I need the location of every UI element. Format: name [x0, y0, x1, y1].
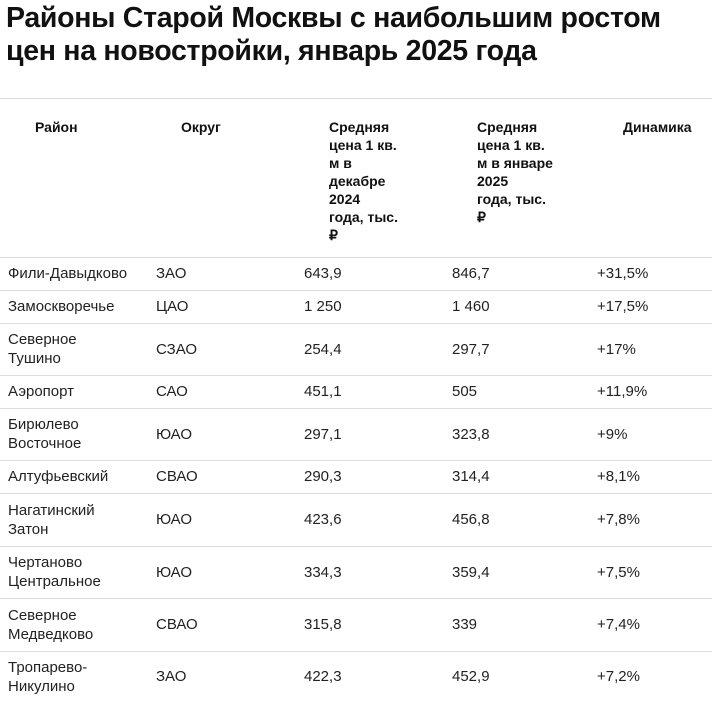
cell-district: Аэропорт: [8, 383, 75, 400]
cell-okrug: СЗАО: [156, 341, 198, 358]
cell-dec2024: 423,6: [304, 511, 342, 528]
cell-okrug: ЗАО: [156, 265, 187, 282]
cell-jan2025: 314,4: [452, 468, 490, 485]
row-divider: [0, 546, 712, 547]
cell-jan2025: 323,8: [452, 426, 490, 443]
table-row: Нагатинский Затон ЮАО 423,6 456,8 +7,8%: [0, 493, 712, 546]
cell-dec2024: 334,3: [304, 564, 342, 581]
cell-jan2025: 339: [452, 616, 478, 633]
row-divider: [0, 375, 712, 376]
row-divider: [0, 323, 712, 324]
table-row: Чертаново Центральное ЮАО 334,3 359,4 +7,5%: [0, 546, 712, 598]
table-row: Замоскворечье ЦАО 1 250 1 460 +17,5%: [0, 290, 712, 323]
row-divider: [0, 598, 712, 599]
cell-change: +7,8%: [597, 511, 640, 528]
table-row: Северное Медведково СВАО 315,8 339 +7,4%: [0, 598, 712, 651]
row-divider: [0, 651, 712, 652]
cell-dec2024: 254,4: [304, 341, 342, 358]
row-divider: [0, 257, 712, 258]
cell-change: +7,2%: [597, 668, 640, 685]
header-okrug: Округ: [181, 119, 221, 135]
cell-okrug: САО: [156, 383, 188, 400]
table-row: Аэропорт САО 451,1 505 +11,9%: [0, 375, 712, 408]
cell-okrug: ЦАО: [156, 298, 189, 315]
cell-change: +9%: [597, 426, 628, 443]
cell-jan2025: 456,8: [452, 511, 490, 528]
table-row: Тропарево- Никулино ЗАО 422,3 452,9 +7,2%: [0, 651, 712, 702]
cell-jan2025: 846,7: [452, 265, 490, 282]
cell-jan2025: 452,9: [452, 668, 490, 685]
cell-district: Замоскворечье: [8, 298, 115, 315]
row-divider: [0, 290, 712, 291]
cell-change: +7,5%: [597, 564, 640, 581]
cell-okrug: СВАО: [156, 616, 198, 633]
cell-dec2024: 1 250: [304, 298, 342, 315]
cell-okrug: СВАО: [156, 468, 198, 485]
cell-jan2025: 505: [452, 383, 478, 400]
cell-district: Северное Тушино: [8, 331, 77, 367]
cell-okrug: ЮАО: [156, 564, 192, 581]
cell-dec2024: 290,3: [304, 468, 342, 485]
cell-okrug: ЮАО: [156, 426, 192, 443]
header-district: Район: [35, 119, 78, 135]
cell-change: +17%: [597, 341, 636, 358]
row-divider: [0, 460, 712, 461]
cell-jan2025: 297,7: [452, 341, 490, 358]
table-row: Северное Тушино СЗАО 254,4 297,7 +17%: [0, 323, 712, 375]
cell-okrug: ЗАО: [156, 668, 187, 685]
page-title: Районы Старой Москвы с наибольшим ростом…: [6, 2, 661, 67]
cell-district: Бирюлево Восточное: [8, 416, 82, 452]
cell-district: Фили-Давыдково: [8, 265, 128, 282]
header-dec-price: Средняя цена 1 кв. м в декабре 2024 года…: [329, 119, 398, 243]
table-row: Алтуфьевский СВАО 290,3 314,4 +8,1%: [0, 460, 712, 493]
cell-change: +11,9%: [597, 383, 648, 400]
cell-change: +7,4%: [597, 616, 640, 633]
cell-okrug: ЮАО: [156, 511, 192, 528]
cell-district: Нагатинский Затон: [8, 502, 95, 538]
row-divider: [0, 408, 712, 409]
cell-change: +8,1%: [597, 468, 640, 485]
cell-dec2024: 297,1: [304, 426, 342, 443]
cell-change: +17,5%: [597, 298, 649, 315]
divider: [0, 98, 712, 99]
cell-dec2024: 315,8: [304, 616, 342, 633]
row-divider: [0, 493, 712, 494]
table-row: Бирюлево Восточное ЮАО 297,1 323,8 +9%: [0, 408, 712, 460]
cell-jan2025: 359,4: [452, 564, 490, 581]
header-change: Динамика: [623, 119, 692, 135]
table-row: Фили-Давыдково ЗАО 643,9 846,7 +31,5%: [0, 257, 712, 290]
cell-district: Чертаново Центральное: [8, 554, 101, 590]
cell-district: Северное Медведково: [8, 607, 94, 643]
cell-district: Тропарево- Никулино: [8, 659, 88, 695]
cell-change: +31,5%: [597, 265, 649, 282]
cell-jan2025: 1 460: [452, 298, 490, 315]
cell-district: Алтуфьевский: [8, 468, 109, 485]
header-jan-price: Средняя цена 1 кв. м в январе 2025 года,…: [477, 119, 553, 225]
cell-dec2024: 451,1: [304, 383, 342, 400]
cell-dec2024: 422,3: [304, 668, 342, 685]
cell-dec2024: 643,9: [304, 265, 342, 282]
